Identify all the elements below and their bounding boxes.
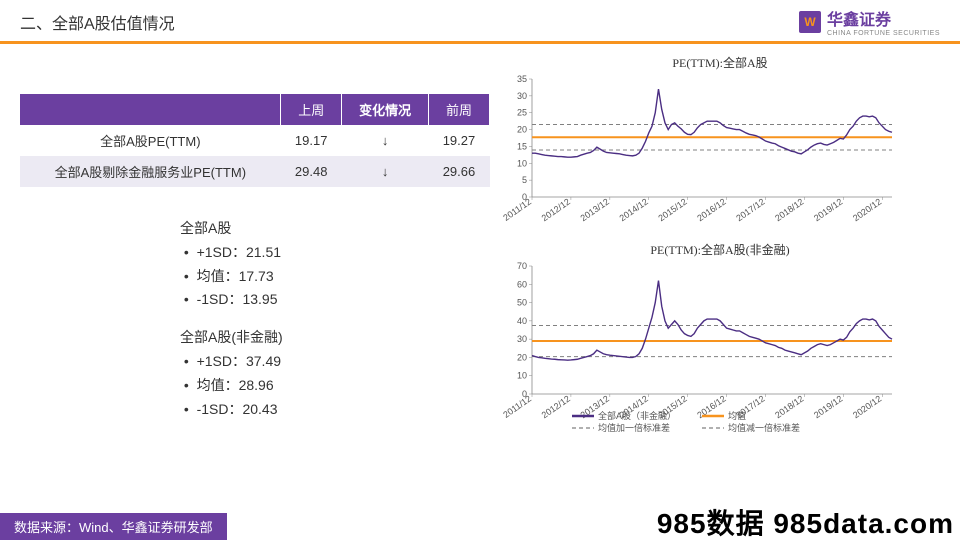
stats-block: 全部A股 • +1SD：21.51 • 均值：17.73 • -1SD：13.9… [20,217,490,421]
svg-text:2018/12: 2018/12 [773,393,805,420]
chart2-title: PE(TTM):全部A股(非金融) [500,241,940,258]
table-cell: ↓ [342,125,429,156]
stats-group1-title: 全部A股 [180,217,490,241]
stats-item: • +1SD：37.49 [180,350,490,374]
svg-text:2019/12: 2019/12 [812,393,844,420]
watermark: 985数据 985data.com [657,502,954,542]
logo-subtitle: CHINA FORTUNE SECURITIES [827,30,940,37]
svg-text:20: 20 [517,352,527,362]
svg-text:2011/12: 2011/12 [501,393,533,419]
table-cell: 全部A股PE(TTM) [20,125,281,156]
svg-text:2016/12: 2016/12 [695,196,727,223]
svg-text:全部A股（非金融）: 全部A股（非金融） [598,410,676,421]
logo-icon: W [799,11,821,33]
svg-text:2018/12: 2018/12 [773,196,805,223]
footer-source: 数据来源：Wind、华鑫证券研发部 [0,513,227,540]
logo-text: 华鑫证券 [827,6,940,30]
svg-text:15: 15 [517,141,527,151]
svg-text:10: 10 [517,371,527,381]
table-header: 前周 [428,94,489,125]
table-cell: 全部A股剔除金融服务业PE(TTM) [20,156,281,187]
svg-text:2012/12: 2012/12 [540,196,572,223]
stats-item: • -1SD：13.95 [180,288,490,312]
svg-text:均值减一倍标准差: 均值减一倍标准差 [728,422,800,433]
chart-pe-nonfin: 0102030405060702011/122012/122013/122014… [500,260,900,440]
svg-text:50: 50 [517,298,527,308]
stats-item: • +1SD：21.51 [180,241,490,265]
table-cell: 29.66 [428,156,489,187]
stats-item: • 均值：17.73 [180,265,490,289]
chart1-title: PE(TTM):全部A股 [500,54,940,71]
table-header: 变化情况 [342,94,429,125]
svg-text:均值: 均值 [728,410,746,421]
table-cell: ↓ [342,156,429,187]
table-cell: 19.27 [428,125,489,156]
valuation-table: 上周变化情况前周 全部A股PE(TTM)19.17↓19.27 全部A股剔除金融服… [20,94,490,187]
stats-item: • 均值：28.96 [180,374,490,398]
svg-text:10: 10 [517,158,527,168]
svg-text:2013/12: 2013/12 [579,196,611,223]
svg-text:2012/12: 2012/12 [540,393,572,420]
svg-text:2020/12: 2020/12 [851,196,883,223]
svg-text:30: 30 [517,91,527,101]
chart-pe-all: 051015202530352011/122012/122013/122014/… [500,73,900,233]
svg-text:均值加一倍标准差: 均值加一倍标准差 [598,422,670,433]
stats-item: • -1SD：20.43 [180,398,490,422]
page-title: 二、全部A股估值情况 [20,10,175,34]
svg-text:2014/12: 2014/12 [618,196,650,223]
table-header [20,94,281,125]
svg-text:25: 25 [517,108,527,118]
svg-text:70: 70 [517,261,527,271]
svg-text:2019/12: 2019/12 [812,196,844,223]
svg-text:2015/12: 2015/12 [656,196,688,223]
logo: W 华鑫证券 CHINA FORTUNE SECURITIES [799,6,940,37]
svg-text:30: 30 [517,334,527,344]
stats-group2-title: 全部A股(非金融) [180,326,490,350]
svg-text:40: 40 [517,316,527,326]
svg-text:2011/12: 2011/12 [501,196,533,222]
svg-text:5: 5 [522,175,527,185]
svg-text:60: 60 [517,279,527,289]
svg-text:2017/12: 2017/12 [734,196,766,223]
svg-text:20: 20 [517,125,527,135]
svg-text:35: 35 [517,74,527,84]
table-header: 上周 [281,94,342,125]
svg-text:2020/12: 2020/12 [851,393,883,420]
table-cell: 19.17 [281,125,342,156]
table-cell: 29.48 [281,156,342,187]
